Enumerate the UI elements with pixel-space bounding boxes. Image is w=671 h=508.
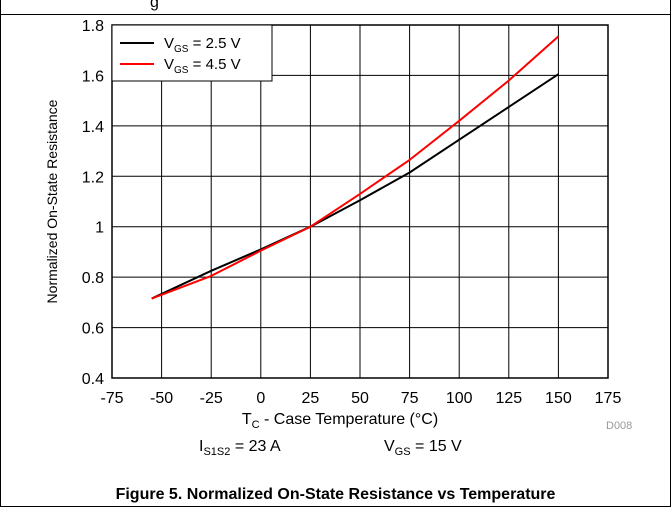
condition-current: IS1S2 = 23 A xyxy=(199,438,281,459)
series-line-1 xyxy=(151,73,559,300)
y-axis-label: Normalized On-State Resistance xyxy=(44,99,60,303)
y-tick-label: 1.8 xyxy=(82,18,104,35)
y-tick-label: 0.8 xyxy=(82,270,104,287)
x-tick-label: 125 xyxy=(495,390,522,407)
y-tick-label: 0.4 xyxy=(82,371,104,388)
y-tick-label: 1.6 xyxy=(82,68,104,85)
tick-labels: -75 -50 -25 0 25 50 75 100 125 150 175 0.4 0.6 0.8 1 1.… xyxy=(82,18,622,407)
x-tick-label: 50 xyxy=(351,390,369,407)
legend-box xyxy=(111,24,273,82)
x-tick-label: -50 xyxy=(150,390,173,407)
y-tick-label: 1 xyxy=(95,220,104,237)
x-tick-label: 0 xyxy=(256,390,265,407)
top-caption-fragment: g xyxy=(150,0,159,11)
legend-label: VGS = 2.5 V xyxy=(164,35,241,55)
y-tick-label: 1.4 xyxy=(82,119,104,136)
x-tick-label: 150 xyxy=(545,390,572,407)
x-axis-label: TC - Case Temperature (°C) xyxy=(242,411,438,431)
top-rule xyxy=(0,14,671,15)
x-tick-label: 175 xyxy=(595,390,622,407)
y-tick-label: 1.2 xyxy=(82,169,104,186)
x-tick-label: 100 xyxy=(446,390,473,407)
y-tick-label: 0.6 xyxy=(82,321,104,338)
series-line-2 xyxy=(151,35,560,300)
x-tick-label: 75 xyxy=(401,390,419,407)
diagram-id: D008 xyxy=(606,420,633,432)
condition-vgs: VGS = 15 V xyxy=(384,438,462,459)
figure-caption: Figure 5. Normalized On-State Resistance… xyxy=(115,486,556,503)
x-tick-label: 25 xyxy=(302,390,320,407)
x-tick-label: -75 xyxy=(100,390,123,407)
series-layer xyxy=(151,35,560,300)
plot-border xyxy=(111,24,609,379)
x-tick-label: -25 xyxy=(200,390,223,407)
chart: -75 -50 -25 0 25 50 75 100 125 150 175 0.4 0.6 0.8 1 1.… xyxy=(44,18,622,431)
legend-label: VGS = 4.5 V xyxy=(164,56,241,76)
